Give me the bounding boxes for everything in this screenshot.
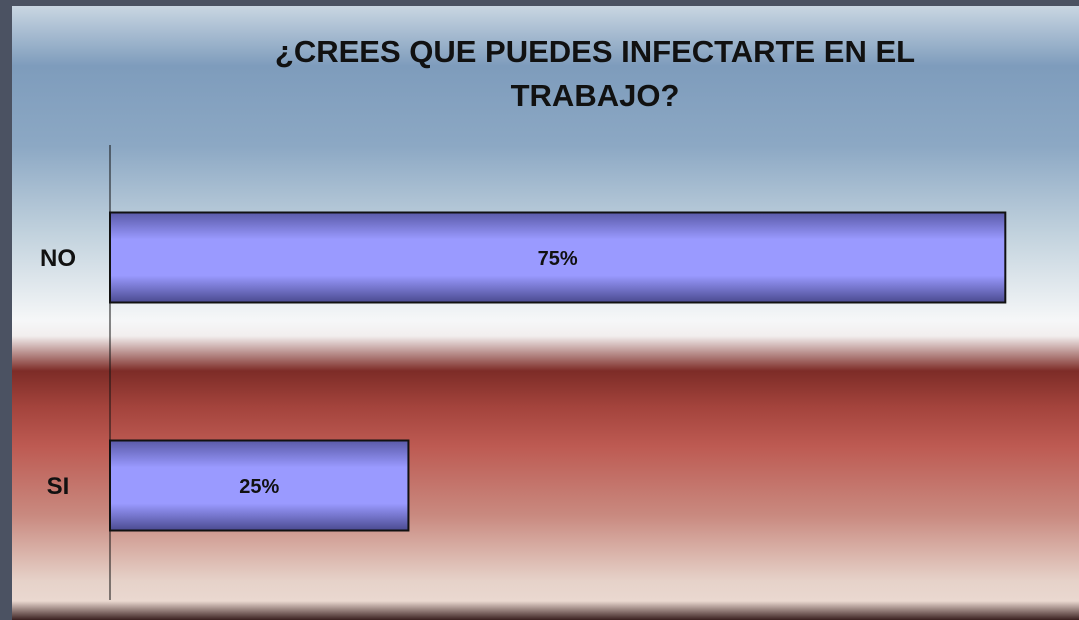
y-tick-label: SI xyxy=(47,473,70,500)
bar xyxy=(109,439,410,532)
value-label: 75% xyxy=(538,248,578,270)
value-label: 25% xyxy=(239,476,279,498)
y-tick-label: NO xyxy=(40,245,76,272)
chart-title: ¿CREES QUE PUEDES INFECTARTE EN EL TRABA… xyxy=(274,34,916,113)
bar xyxy=(109,211,1007,304)
